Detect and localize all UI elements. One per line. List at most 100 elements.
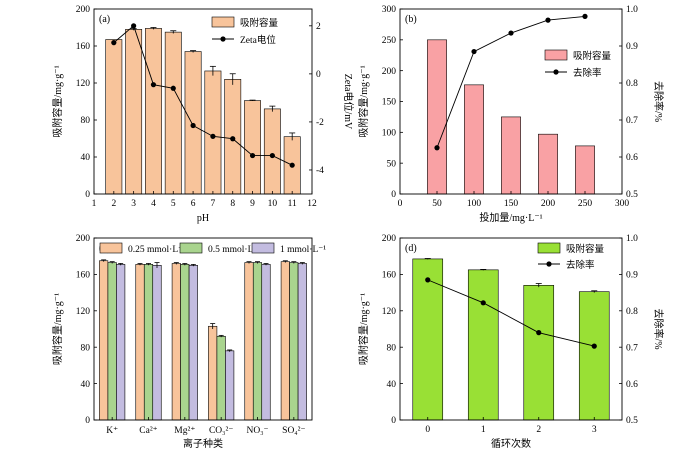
data-point [545, 17, 551, 23]
legend-swatch [544, 49, 568, 61]
legend-label: 吸附容量 [573, 50, 612, 62]
plot-frame [93, 8, 313, 195]
x-tick-label: 1 [92, 199, 97, 209]
y2-axis-label: 去除率/% [652, 81, 665, 122]
x-tick-label: 8 [230, 199, 235, 209]
data-point [582, 13, 588, 19]
y-axis-label: 吸附容量/mg·g⁻¹ [51, 293, 64, 365]
bar [538, 133, 558, 195]
category-label: K⁺ [106, 426, 118, 436]
x-tick-label: 0 [398, 199, 403, 209]
panel-label: (a) [99, 14, 110, 25]
x-axis-label: 循环次数 [491, 437, 531, 450]
y-tick-label: 250 [382, 36, 397, 46]
y-tick-label: 40 [81, 380, 91, 390]
bar [280, 261, 290, 421]
legend-label: Zeta电位 [240, 34, 276, 46]
y2-axis-label: Zeta电位/mV [342, 74, 355, 130]
x-tick-label: 200 [541, 199, 556, 209]
bar [467, 269, 499, 421]
legend-label: 0.25 mmol·L⁻¹ [128, 245, 186, 255]
x-axis-label: pH [197, 213, 209, 224]
y2-tick-label: 2 [316, 22, 321, 32]
legend-marker [553, 69, 559, 75]
plot-frame [93, 237, 313, 421]
legend-swatch [537, 242, 561, 254]
bar [578, 291, 610, 421]
data-point [269, 152, 275, 159]
data-point [508, 30, 514, 36]
bar [145, 28, 162, 195]
bar [261, 264, 271, 421]
y2-tick-label: 1.0 [626, 5, 638, 15]
bar [427, 39, 447, 195]
y-tick-label: 80 [81, 116, 91, 126]
bar [99, 260, 109, 421]
category-label: Mg²⁺ [174, 426, 195, 436]
data-point [480, 300, 486, 306]
y2-tick-label: 0.7 [626, 116, 638, 126]
legend-label: 0.5 mmol·L⁻¹ [208, 245, 261, 255]
y2-tick-label: 0.6 [626, 153, 638, 163]
y2-tick-label: 0.5 [626, 416, 638, 426]
x-tick-label: 6 [191, 199, 196, 209]
y-tick-label: 150 [382, 98, 397, 108]
bar [116, 264, 126, 421]
bar [208, 325, 218, 421]
x-tick-label: 7 [211, 199, 216, 209]
panel-label: (b) [405, 14, 417, 25]
y2-axis-label: 去除率/% [652, 308, 665, 349]
legend-label: 1 mmol·L⁻¹ [280, 245, 326, 255]
x-tick-label: 10 [268, 199, 278, 209]
y2-tick-label: 1.0 [626, 234, 638, 244]
data-point [190, 122, 196, 129]
x-tick-label: 12 [307, 199, 317, 209]
x-tick-label: 0 [425, 425, 430, 435]
data-point [591, 343, 597, 349]
data-point [249, 152, 256, 159]
y-tick-label: 200 [76, 5, 91, 15]
y2-tick-label: 0.8 [626, 79, 638, 89]
x-axis-label: 投加量/mg·L⁻¹ [479, 211, 542, 224]
bar [152, 264, 162, 421]
y-tick-label: 0 [391, 190, 396, 200]
bar [464, 84, 484, 195]
data-point [425, 277, 431, 283]
legend-marker [546, 261, 552, 267]
y2-tick-label: 0.8 [626, 307, 638, 317]
y-tick-label: 200 [382, 234, 397, 244]
x-tick-label: 100 [467, 199, 482, 209]
x-tick-label: 50 [432, 199, 442, 209]
y2-tick-label: 0 [316, 70, 321, 80]
y2-tick-label: -2 [316, 118, 324, 128]
x-tick-label: 1 [481, 425, 486, 435]
bar [204, 70, 222, 195]
category-label: SO₄²⁻ [282, 426, 305, 436]
plot-frame [399, 237, 623, 421]
y-axis-label: 吸附容量/mg·g⁻¹ [357, 65, 370, 137]
series-line [113, 25, 293, 166]
y2-tick-label: 0.6 [626, 380, 638, 390]
y2-tick-label: 0.9 [626, 271, 638, 281]
bar [289, 262, 299, 421]
panel-d: 0 40 80 120 160 200 0.5 0.6 0.7 0.8 0.9 1.0 0 1 2 3 循环次数… [357, 234, 665, 450]
bar [105, 39, 123, 195]
y2-tick-label: 0.7 [626, 343, 638, 353]
bar [225, 350, 235, 421]
bar [180, 264, 190, 421]
bar [107, 262, 117, 421]
data-point [230, 136, 236, 142]
x-axis-label: 离子种类 [183, 437, 223, 450]
legend-swatch [99, 242, 123, 254]
bar [164, 31, 182, 195]
panel-label: (d) [405, 243, 417, 254]
legend-swatch [211, 16, 235, 28]
bar [252, 262, 263, 421]
legend-label: 去除率 [566, 259, 595, 271]
x-tick-label: 11 [288, 199, 297, 209]
x-tick-label: 300 [615, 199, 630, 209]
y-tick-label: 80 [387, 343, 397, 353]
